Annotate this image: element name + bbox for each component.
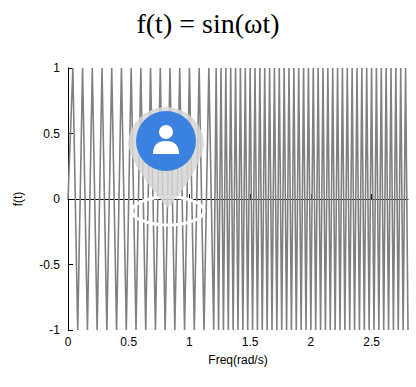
svg-text:-0.5: -0.5: [39, 258, 60, 272]
svg-text:f(t) = sin(ωt): f(t) = sin(ωt): [136, 8, 279, 39]
svg-text:2: 2: [308, 335, 315, 349]
svg-text:0.5: 0.5: [120, 335, 137, 349]
svg-text:-1: -1: [49, 323, 60, 337]
svg-text:2.5: 2.5: [363, 335, 380, 349]
svg-text:f(t): f(t): [11, 192, 25, 207]
svg-text:Freq(rad/s): Freq(rad/s): [208, 353, 267, 367]
svg-text:1.5: 1.5: [242, 335, 259, 349]
svg-text:1: 1: [53, 61, 60, 75]
svg-text:0.5: 0.5: [43, 127, 60, 141]
svg-text:0: 0: [65, 335, 72, 349]
svg-text:0: 0: [53, 192, 60, 206]
svg-text:1: 1: [186, 335, 193, 349]
